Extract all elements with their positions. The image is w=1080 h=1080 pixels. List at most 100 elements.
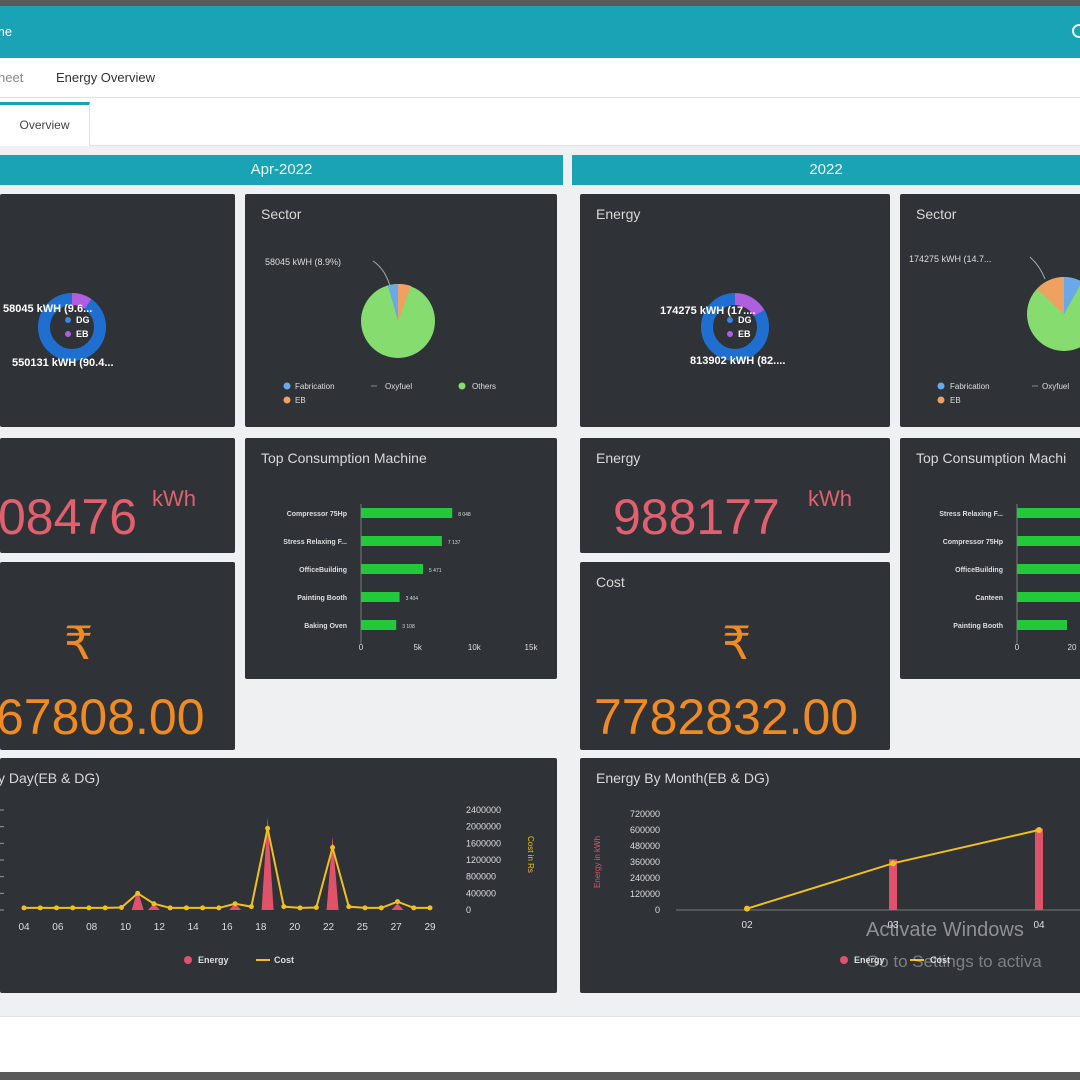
cost-point[interactable]	[248, 904, 254, 910]
activate-windows-subtext: Go to Settings to activa	[866, 952, 1042, 971]
sector-pie-left: 58045 kWH (8.9%) Fabrication Oxyfuel Oth…	[265, 257, 496, 405]
bar-value-label: 3 404	[406, 596, 419, 602]
energy-donut-panel-right: Energy 174275 kWH (17.... DG EB 813902 k…	[580, 194, 890, 427]
energy-unit-right: kWh	[808, 486, 852, 511]
energy-bar[interactable]	[229, 903, 242, 910]
legend-energy-month: Energy	[854, 955, 885, 965]
energy-donut-panel-left: 58045 kWH (9.6... DG EB 550131 kWH (90.4…	[0, 194, 235, 427]
cost-point[interactable]	[395, 899, 401, 905]
donut-label-dg: 58045 kWH (9.6...	[3, 303, 92, 315]
footer	[0, 1016, 1080, 1072]
sector-panel-left: Sector 58045 kWH (8.9%) Fabrication Oxyf…	[245, 194, 557, 427]
bar-right[interactable]	[1017, 592, 1080, 602]
cost-point-month[interactable]	[890, 860, 896, 867]
bar-category-label: Compressor 75Hp	[287, 511, 347, 518]
cost-point[interactable]	[167, 905, 173, 911]
y-right-axis-label: Cost in Rs	[526, 836, 535, 873]
cost-point[interactable]	[232, 901, 238, 907]
app-title: me	[0, 24, 13, 39]
cost-point[interactable]	[313, 905, 319, 910]
y-left-tick: 480000	[630, 841, 660, 851]
bar[interactable]	[361, 620, 397, 630]
bar-category-label-right: Compressor 75Hp	[943, 539, 1003, 546]
top-machine-panel-right: Top Consumption Machi Stress Relaxing F.…	[900, 438, 1080, 679]
cost-point[interactable]	[151, 901, 157, 907]
cost-point[interactable]	[135, 890, 141, 896]
legend-fabrication-right: Fabrication	[950, 382, 990, 391]
donut-slice-dg-right[interactable]	[734, 293, 765, 317]
y-right-tick: 0	[466, 905, 471, 915]
energy-bar-month[interactable]	[889, 859, 897, 910]
cost-point[interactable]	[378, 905, 384, 911]
sector-callout-left: 58045 kWH (8.9%)	[265, 257, 341, 267]
x-tick: 22	[323, 922, 335, 933]
cost-point[interactable]	[362, 905, 368, 911]
user-icon[interactable]	[1072, 24, 1080, 38]
nav-item-energy-overview[interactable]: Energy Overview	[56, 70, 155, 85]
energy-bar[interactable]	[261, 816, 274, 910]
cost-point[interactable]	[281, 904, 287, 910]
bar-right[interactable]	[1017, 620, 1067, 630]
x-tick: 16	[221, 922, 233, 933]
top-machine-bar-chart-right: Stress Relaxing F... Compressor 75Hp Offic…	[939, 504, 1080, 652]
callout-line-right	[1029, 256, 1046, 280]
sector-title-left: Sector	[261, 206, 302, 222]
bar-right[interactable]	[1017, 564, 1080, 574]
energy-bar[interactable]	[131, 890, 144, 910]
cost-total-panel-right: Cost ₹ 7782832.00	[580, 562, 890, 750]
bar[interactable]	[361, 564, 424, 574]
bar-right[interactable]	[1017, 508, 1080, 518]
pie-slice-fabrication-right[interactable]	[1064, 277, 1080, 314]
legend-dot-energy	[184, 956, 192, 964]
pie-slice-eb[interactable]	[398, 283, 411, 321]
y-right-tick: 2400000	[466, 805, 501, 815]
x-tick: 27	[391, 922, 403, 933]
cost-point[interactable]	[330, 845, 336, 850]
cost-point[interactable]	[427, 905, 433, 911]
bar-right[interactable]	[1017, 536, 1080, 546]
energy-bar[interactable]	[326, 836, 339, 910]
y-left-tick: 0	[655, 905, 660, 915]
bar[interactable]	[361, 592, 400, 602]
cost-point[interactable]	[86, 905, 92, 911]
cost-point[interactable]	[102, 905, 108, 911]
legend-dot-eb-sector	[283, 396, 291, 404]
legend-dot-dg-right	[727, 317, 733, 323]
cost-point-month[interactable]	[1036, 827, 1042, 833]
donut-label-eb-right: 813902 kWH (82....	[690, 355, 785, 367]
donut-slice-dg[interactable]	[71, 292, 92, 310]
cost-point[interactable]	[37, 905, 43, 911]
cost-point[interactable]	[21, 905, 27, 911]
cost-point[interactable]	[265, 825, 271, 831]
cost-point[interactable]	[118, 905, 124, 910]
nav-item-sheet[interactable]: heet	[0, 70, 24, 85]
monthly-chart-title: Energy By Month(EB & DG)	[596, 770, 770, 786]
energy-bar-month[interactable]	[1035, 828, 1043, 910]
bar[interactable]	[361, 508, 453, 518]
bar[interactable]	[361, 536, 442, 546]
sector-panel-right: Sector 174275 kWH (14.7... Fabrication O…	[900, 194, 1080, 427]
cost-line	[24, 828, 430, 909]
cost-point[interactable]	[297, 905, 303, 911]
rupee-icon-right: ₹	[722, 617, 752, 669]
energy-bar[interactable]	[391, 903, 404, 910]
column-header-left: Apr-2022	[0, 155, 563, 185]
pie-slice-eb-right[interactable]	[1037, 277, 1064, 314]
energy-bar[interactable]	[147, 903, 160, 910]
legend-energy: Energy	[198, 955, 229, 965]
cost-point-month[interactable]	[744, 905, 750, 912]
cost-point[interactable]	[200, 905, 206, 911]
bar-category-label-right: Canteen	[975, 595, 1003, 602]
tab-overview[interactable]: Overview	[0, 102, 90, 146]
x-tick: 08	[86, 922, 98, 933]
bar-value-label: 8 048	[458, 512, 471, 518]
cost-point[interactable]	[70, 905, 76, 911]
cost-point[interactable]	[411, 905, 417, 911]
cost-point[interactable]	[216, 905, 222, 911]
x-tick: 20	[289, 922, 301, 933]
pie-slice-fabrication[interactable]	[388, 284, 398, 321]
cost-point[interactable]	[53, 905, 59, 911]
legend-dot-eb-sector-right	[937, 396, 945, 404]
cost-point[interactable]	[183, 905, 189, 911]
cost-point[interactable]	[346, 904, 352, 910]
